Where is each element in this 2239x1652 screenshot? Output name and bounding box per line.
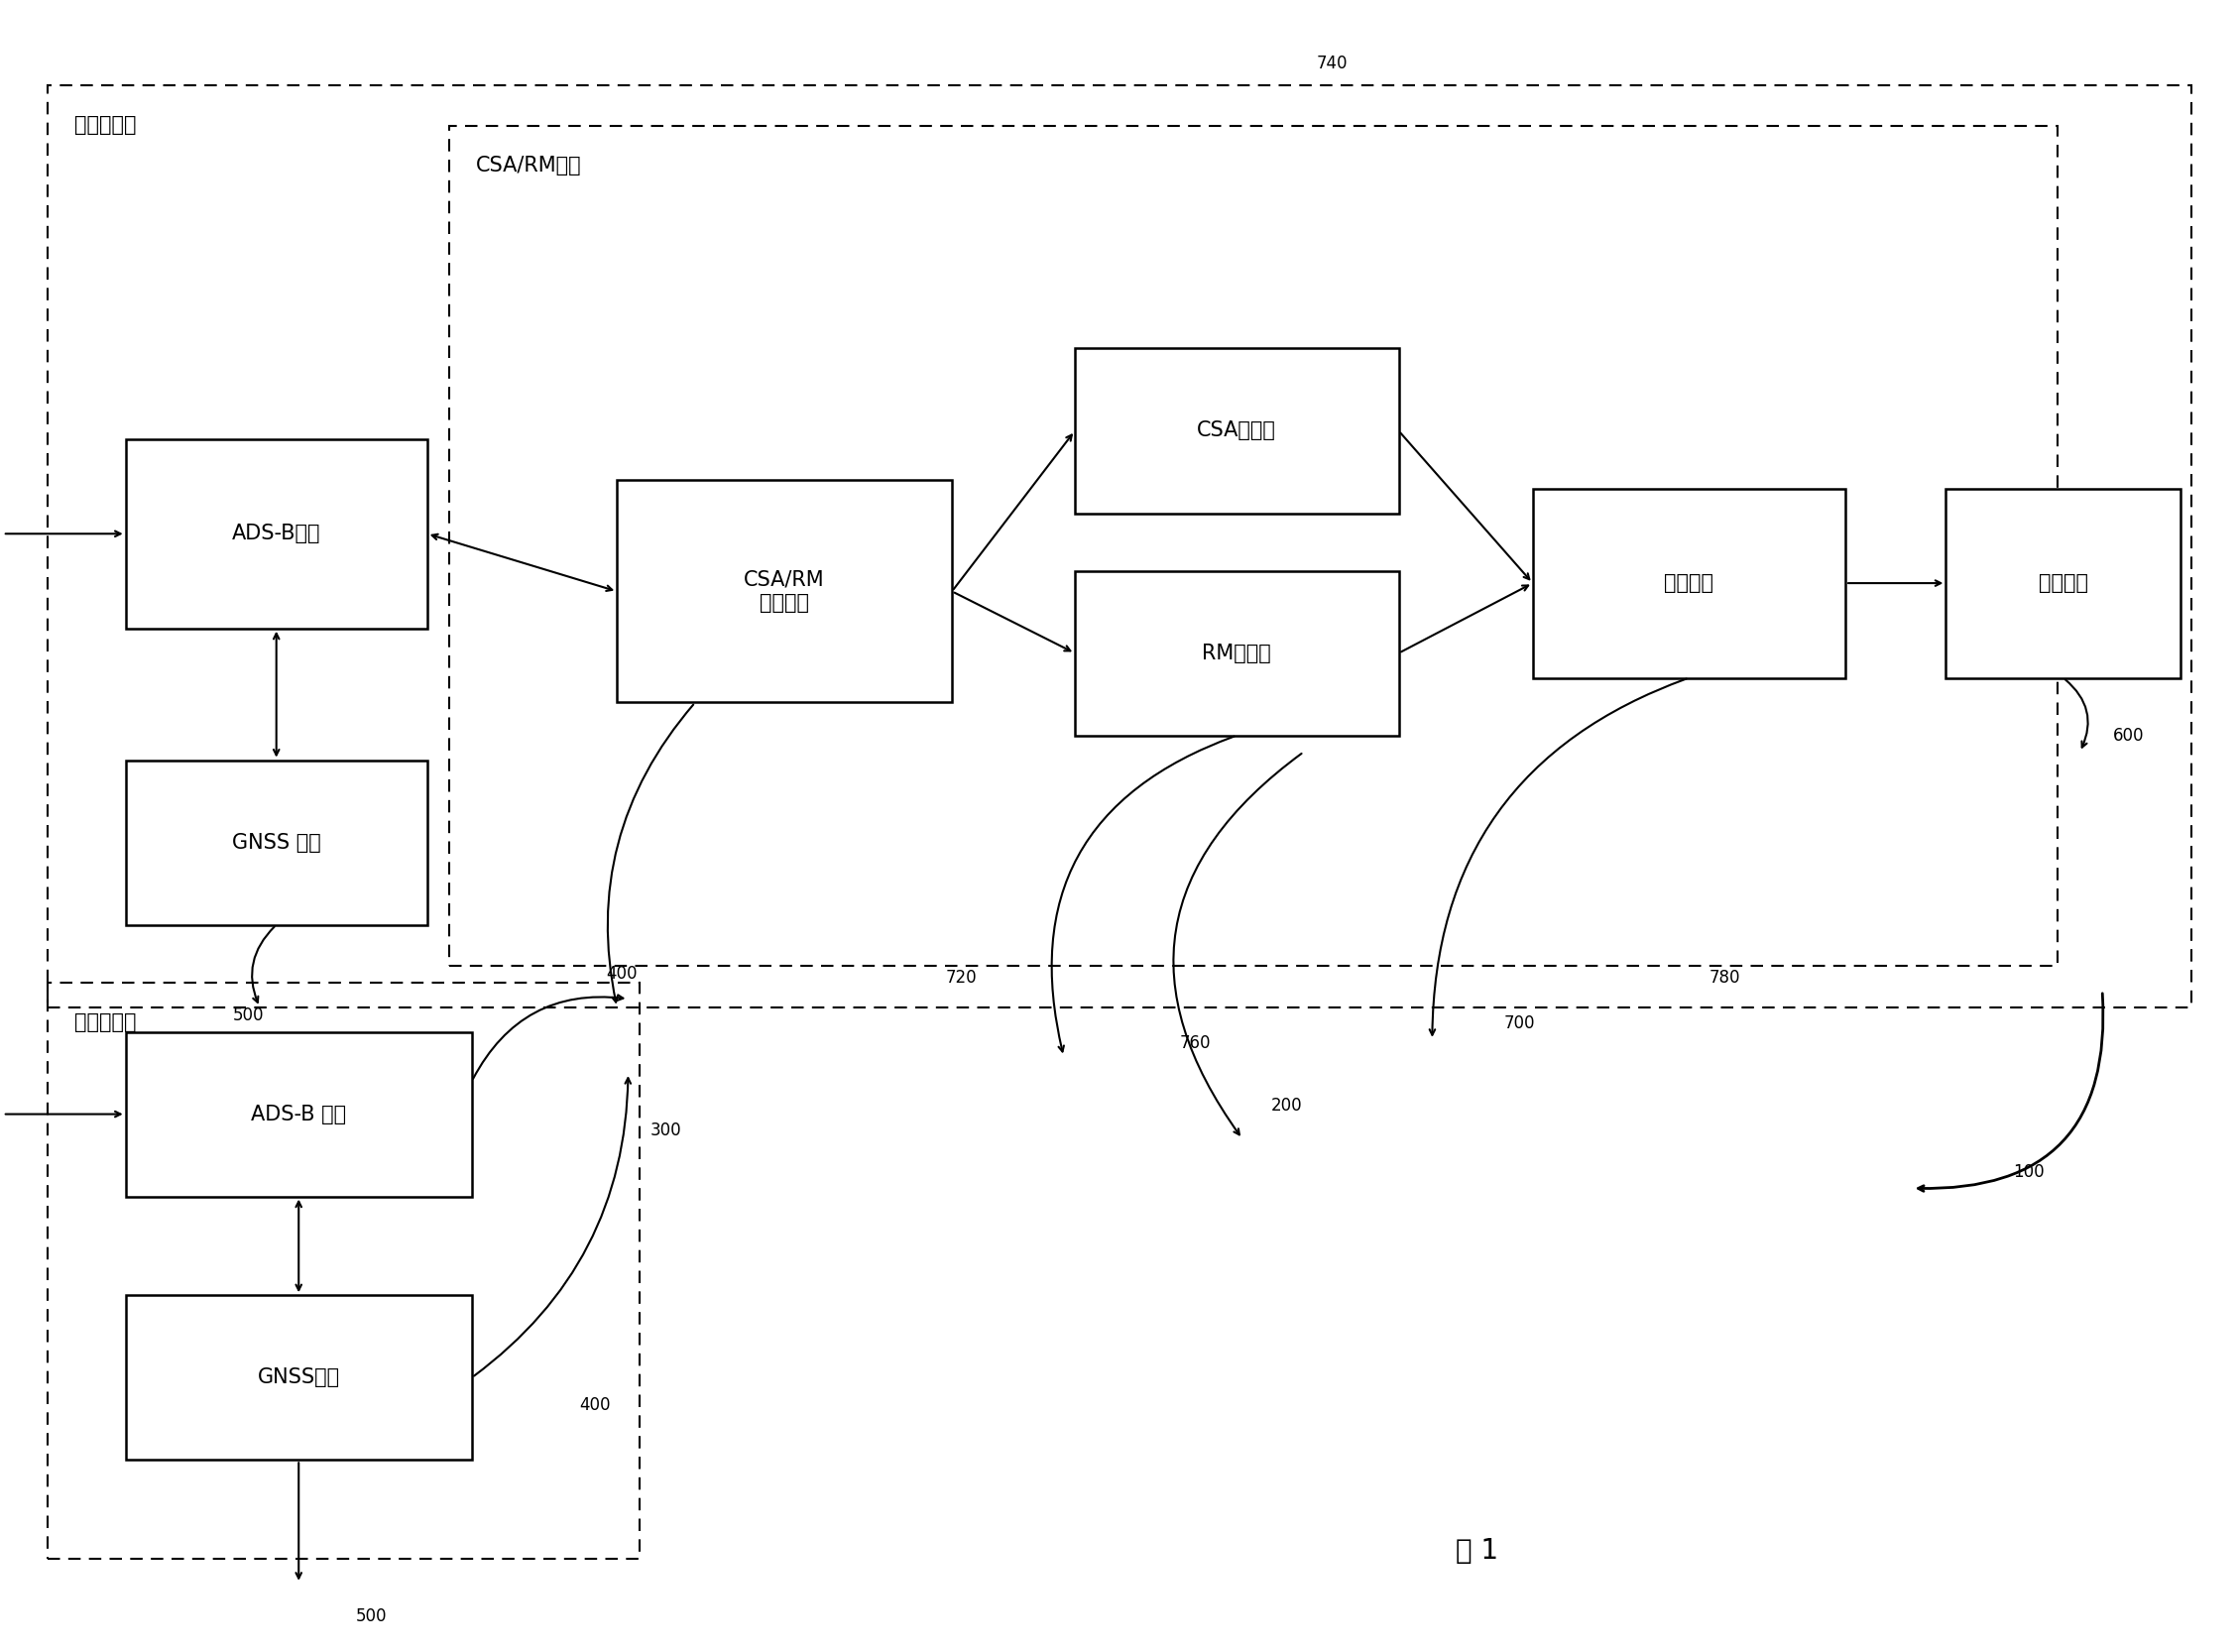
Text: 780: 780	[1708, 968, 1740, 986]
Text: 第一飞行器: 第一飞行器	[74, 114, 137, 134]
Text: 720: 720	[945, 968, 976, 986]
Text: 300: 300	[652, 1122, 683, 1140]
Text: 100: 100	[2013, 1163, 2044, 1181]
Bar	[618, 481, 952, 702]
Text: 740: 740	[1317, 55, 1348, 73]
Bar	[125, 1032, 472, 1196]
Text: 760: 760	[1180, 1034, 1211, 1052]
Text: CSA/RM模块: CSA/RM模块	[477, 155, 582, 175]
Text: GNSS 设备: GNSS 设备	[233, 833, 320, 852]
Text: 报警模块: 报警模块	[1664, 573, 1713, 593]
Text: 第二飞行器: 第二飞行器	[74, 1013, 137, 1032]
Bar	[1075, 349, 1399, 514]
Bar	[47, 983, 640, 1559]
Text: 400: 400	[607, 965, 638, 983]
Text: ADS-B 系统: ADS-B 系统	[251, 1104, 347, 1123]
Text: 400: 400	[580, 1396, 611, 1414]
Bar	[47, 86, 2192, 1008]
Bar	[125, 760, 428, 925]
Bar	[1946, 489, 2181, 677]
Bar	[1075, 572, 1399, 735]
Text: 600: 600	[2114, 727, 2145, 745]
Text: CSA处理器: CSA处理器	[1198, 421, 1276, 441]
Text: GNSS设备: GNSS设备	[257, 1368, 340, 1388]
Text: 200: 200	[1272, 1097, 1303, 1115]
Text: 500: 500	[233, 1006, 264, 1024]
Bar	[450, 126, 2058, 966]
Bar	[125, 1295, 472, 1460]
Text: 图 1: 图 1	[1455, 1536, 1498, 1564]
Text: 500: 500	[356, 1607, 387, 1626]
Bar	[125, 439, 428, 628]
Text: CSA/RM
预处理器: CSA/RM 预处理器	[743, 570, 824, 613]
Text: RM处理器: RM处理器	[1202, 643, 1272, 662]
Text: ADS-B系统: ADS-B系统	[233, 524, 320, 544]
Text: 用户界面: 用户界面	[2037, 573, 2089, 593]
Bar	[1534, 489, 1845, 677]
Text: 700: 700	[1505, 1014, 1536, 1032]
